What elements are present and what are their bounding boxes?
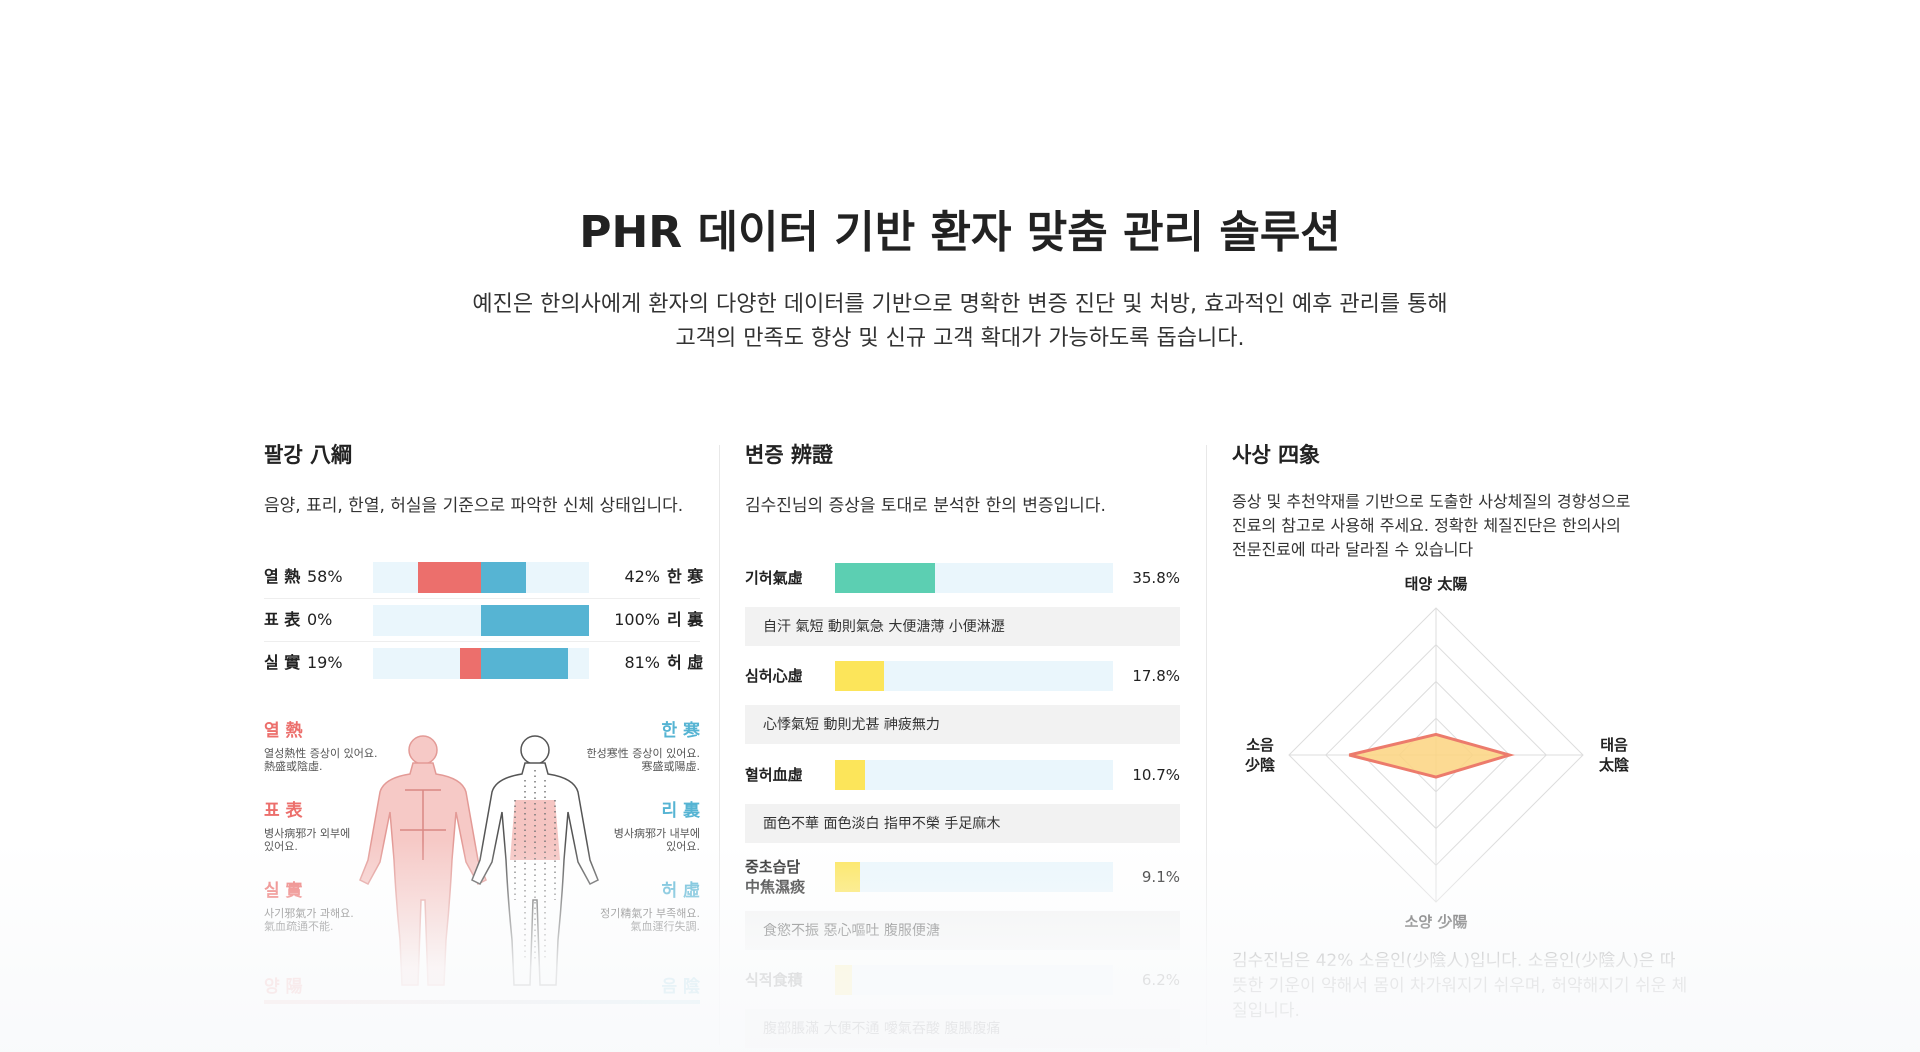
radar-label: 少陰 <box>1244 755 1276 774</box>
symptoms: 面色不華 面色淡白 指甲不榮 手足麻木 <box>763 816 1001 832</box>
row-label: 허 虛 <box>667 653 704 672</box>
row-label: 식적食積 <box>745 970 803 989</box>
value-label: 58% <box>307 567 343 586</box>
row-divider <box>264 598 700 599</box>
value-label: 35.8% <box>1132 568 1180 587</box>
section-description: 증상 및 추천약재를 기반으로 도출한 사상체질의 경향성으로 <box>1232 492 1631 511</box>
radar-label: 소양 少陽 <box>1404 912 1468 931</box>
symptoms: 心悸氣短 動則尤甚 神疲無力 <box>763 717 940 733</box>
body-label-text: 있어요. <box>264 839 298 853</box>
section-description: 전문진료에 따라 달라질 수 있습니다 <box>1232 540 1474 559</box>
value-label: 19% <box>307 653 343 672</box>
bar-track <box>835 965 1113 995</box>
bar-track <box>835 760 1113 790</box>
value-label: 9.1% <box>1141 867 1180 886</box>
row-label: 기허氣虛 <box>745 568 803 587</box>
summary-text: 질입니다. <box>1232 1000 1300 1021</box>
body-label-text: 열성熱性 증상이 있어요. <box>264 746 378 760</box>
row-label: 한 寒 <box>667 567 704 586</box>
symptoms: 自汗 氣短 動則氣急 大便溏薄 小便淋瀝 <box>763 619 1005 635</box>
radar-area <box>1348 732 1515 779</box>
value-label: 42% <box>624 567 660 586</box>
page-description: 예진은 한의사에게 환자의 다양한 데이터를 기반으로 명확한 변증 진단 및 … <box>472 292 1448 317</box>
bar-right <box>481 648 569 679</box>
section-title: 사상 四象 <box>1232 442 1320 467</box>
body-label-title: 표 表 <box>264 800 303 821</box>
radar-label: 소음 <box>1246 735 1274 754</box>
bar-right <box>481 605 589 636</box>
radar-label: 태음 <box>1600 735 1628 754</box>
yin-yang-label: 양 陽 <box>264 976 303 997</box>
symptom-box <box>745 607 1180 646</box>
body-label-text: 한성寒性 증상이 있어요. <box>586 746 700 760</box>
body-label-text: 사기邪氣가 과해요. <box>264 906 354 920</box>
body-label-title: 한 寒 <box>661 720 700 741</box>
body-label-title: 실 實 <box>264 880 303 901</box>
body-label-text: 氣血疏通不能. <box>264 919 334 933</box>
row-label: 심허心虛 <box>745 666 803 685</box>
symptoms: 食慾不振 惡心嘔吐 腹服便溏 <box>763 923 940 939</box>
body-label-text: 氣血運行失調. <box>630 919 701 933</box>
page-description: 고객의 만족도 향상 및 신규 고객 확대가 가능하도록 돕습니다. <box>675 326 1245 351</box>
section-description: 김수진님의 증상을 토대로 분석한 한의 변증입니다. <box>745 495 1106 516</box>
body-label-title: 허 虛 <box>661 880 700 901</box>
radar-label: 太陰 <box>1598 755 1630 774</box>
divider <box>1206 445 1207 1045</box>
body-label-title: 열 熱 <box>264 720 303 741</box>
divider <box>719 445 720 1045</box>
section-description: 진료의 참고로 사용해 주세요. 정확한 체질진단은 한의사의 <box>1232 516 1621 535</box>
yin-yang-bar <box>264 1000 700 1004</box>
bar <box>835 563 935 593</box>
row-label: 中焦濕痰 <box>745 877 806 896</box>
symptoms: 腹部脹滿 大便不通 噯氣吞酸 腹脹腹痛 <box>763 1021 1001 1037</box>
body-label-text: 병사病邪가 내부에 <box>613 826 700 840</box>
section-title: 변증 辨證 <box>745 442 833 467</box>
row-label: 열 熱 <box>264 567 301 586</box>
summary-text: 뜻한 기운이 약해서 몸이 차가워지기 쉬우며, 허약해지기 쉬운 체 <box>1232 975 1688 996</box>
bar-track <box>835 862 1113 892</box>
bar-right <box>481 562 527 593</box>
symptom-box <box>745 705 1180 744</box>
bar <box>835 760 865 790</box>
row-label: 리 裏 <box>667 610 704 629</box>
body-label-text: 병사病邪가 외부에 <box>264 826 351 840</box>
symptom-box <box>745 804 1180 843</box>
bar-left <box>460 648 481 679</box>
row-label: 중초습담 <box>745 857 801 876</box>
summary-text: 김수진님은 42% 소음인(少陰人)입니다. 소음인(少陰人)은 따 <box>1232 950 1676 971</box>
value-label: 81% <box>624 653 660 672</box>
body-label-title: 리 裏 <box>661 800 700 821</box>
body-label-text: 있어요. <box>666 839 700 853</box>
body-label-text: 熱盛或陰虛. <box>264 759 323 773</box>
row-label: 실 實 <box>264 653 301 672</box>
row-label: 혈허血虛 <box>745 765 803 784</box>
value-label: 17.8% <box>1132 666 1180 685</box>
row-divider <box>264 641 700 642</box>
front-figure <box>359 735 487 986</box>
value-label: 10.7% <box>1132 765 1180 784</box>
section-description: 음양, 표리, 한열, 허실을 기준으로 파악한 신체 상태입니다. <box>264 495 684 516</box>
value-label: 6.2% <box>1141 970 1180 989</box>
radar-label: 태양 太陽 <box>1404 574 1468 593</box>
value-label: 0% <box>307 610 333 629</box>
bar <box>835 965 853 995</box>
value-label: 100% <box>614 610 660 629</box>
body-label-text: 정기精氣가 부족해요. <box>600 906 700 920</box>
bar <box>835 862 861 892</box>
back-figure <box>471 735 599 986</box>
page-title: PHR 데이터 기반 환자 맞춤 관리 솔루션 <box>579 207 1341 258</box>
body-label-text: 寒盛或陽虛. <box>641 759 701 773</box>
section-title: 팔강 八綱 <box>264 442 352 467</box>
row-label: 표 表 <box>264 610 301 629</box>
bar <box>835 661 885 691</box>
yin-yang-label: 음 陰 <box>661 976 700 997</box>
bar-left <box>418 562 481 593</box>
